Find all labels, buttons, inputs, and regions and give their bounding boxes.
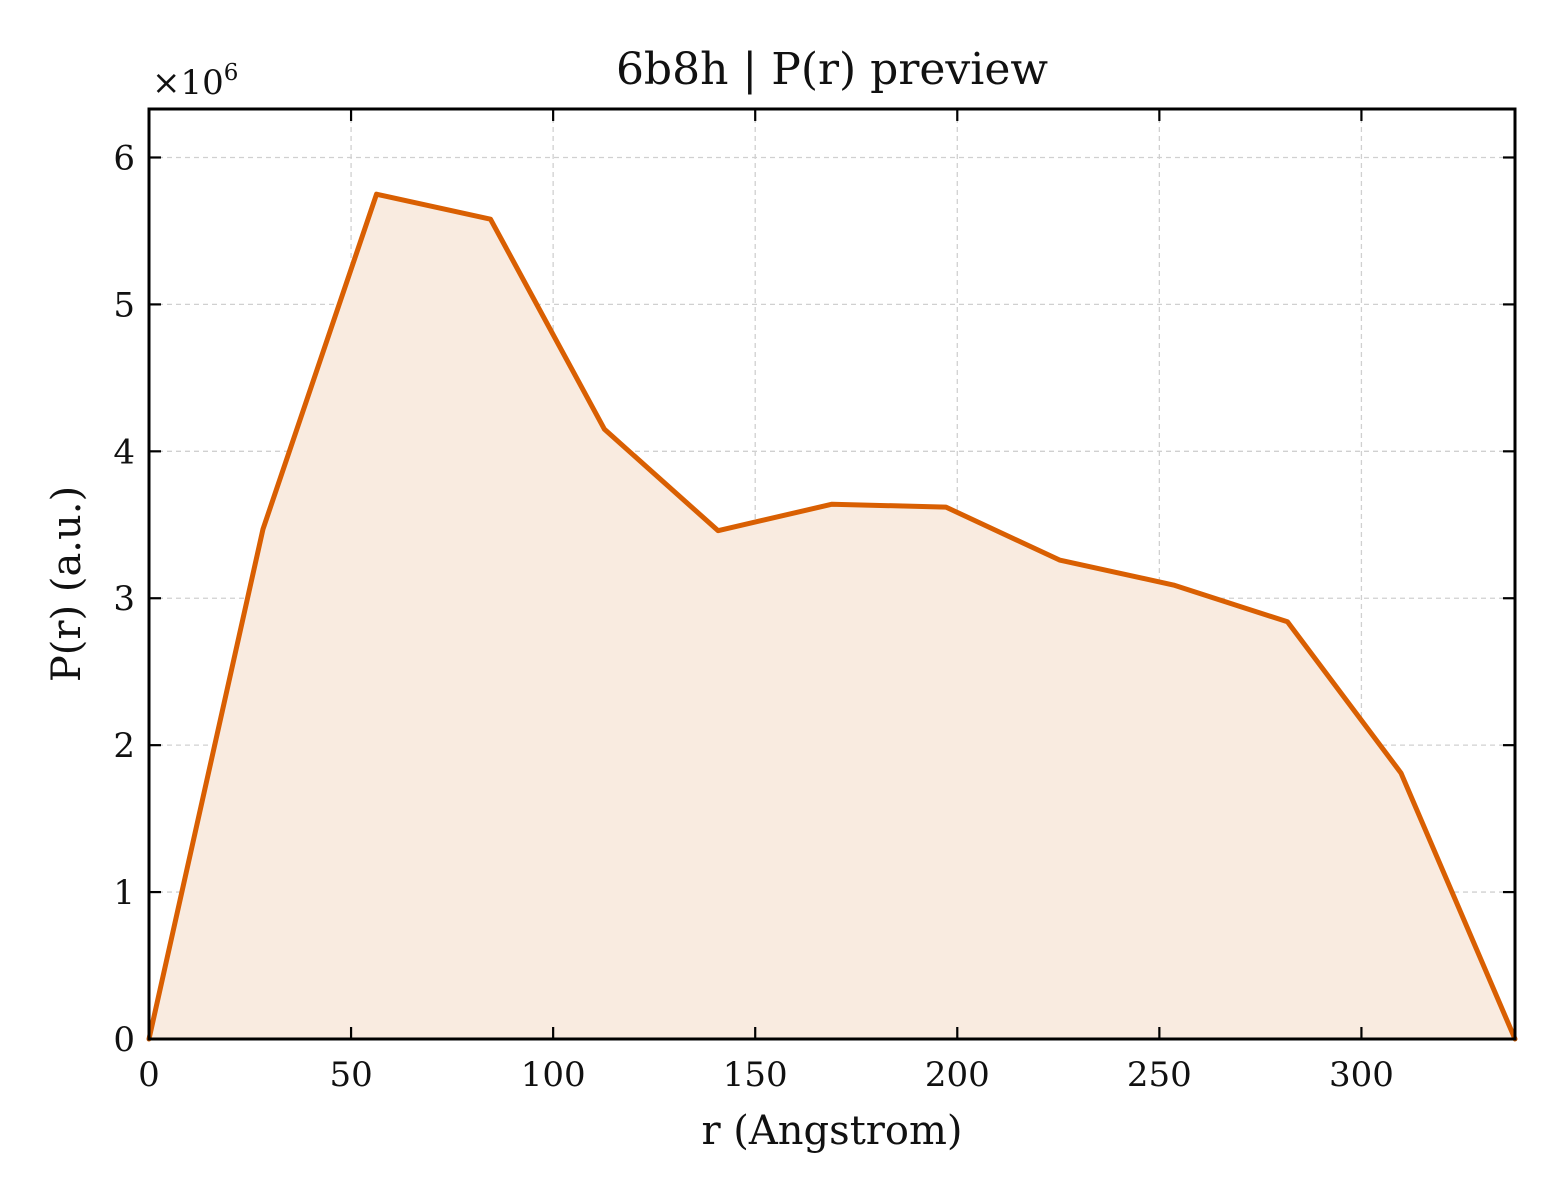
x-tick-label: 200 — [925, 1055, 990, 1095]
y-offset-exponent: 6 — [224, 60, 239, 86]
y-offset-base: ×10 — [152, 63, 224, 103]
y-tick-label: 3 — [113, 579, 135, 619]
y-tick-label: 4 — [113, 432, 135, 472]
y-tick-label: 1 — [113, 873, 135, 913]
chart-title: 6b8h | P(r) preview — [616, 44, 1048, 95]
x-tick-label: 100 — [521, 1055, 586, 1095]
x-tick-label: 50 — [329, 1055, 372, 1095]
x-tick-label: 300 — [1329, 1055, 1394, 1095]
y-axis-label: P(r) (a.u.) — [44, 486, 90, 682]
tick-marks — [147, 109, 1515, 1041]
y-tick-label: 6 — [113, 138, 135, 178]
x-tick-labels: 0 50 100 150 200 250 300 — [138, 1055, 1394, 1095]
x-axis-label: r (Angstrom) — [701, 1108, 962, 1154]
y-tick-label: 0 — [113, 1020, 135, 1060]
plot-frame — [147, 107, 1517, 1041]
y-tick-labels: 0 1 2 3 4 5 6 — [113, 138, 135, 1060]
x-tick-label: 250 — [1127, 1055, 1192, 1095]
x-tick-label: 150 — [723, 1055, 788, 1095]
y-offset-label: ×106 — [152, 60, 238, 103]
pr-series-line — [146, 191, 1518, 1042]
y-tick-label: 2 — [113, 726, 135, 766]
y-tick-label: 5 — [113, 285, 135, 325]
x-tick-label: 0 — [138, 1055, 160, 1095]
pr-area-fill — [149, 194, 1515, 1039]
